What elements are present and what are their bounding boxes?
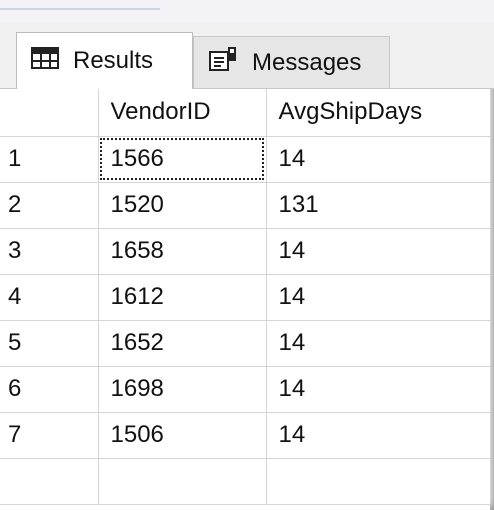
cell-avgshipdays[interactable]: 14	[266, 228, 490, 275]
results-grid[interactable]: VendorID AvgShipDays 1 1566 14 2 1520 13…	[0, 89, 490, 510]
table-row: 5 1652 14	[0, 320, 490, 367]
cell-vendorid[interactable]: 1506	[98, 412, 267, 459]
row-number[interactable]	[0, 458, 99, 505]
table-row: 7 1506 14	[0, 412, 490, 459]
cell-vendorid[interactable]: 1612	[98, 274, 267, 321]
cell-avgshipdays[interactable]: 14	[266, 320, 490, 367]
table-row: 6 1698 14	[0, 366, 490, 413]
cell-avgshipdays[interactable]: 14	[266, 136, 490, 183]
row-number[interactable]: 7	[0, 412, 99, 459]
cell-avgshipdays[interactable]: 14	[266, 274, 490, 321]
row-number-header[interactable]	[0, 89, 99, 137]
row-number[interactable]: 3	[0, 228, 99, 275]
row-number[interactable]: 5	[0, 320, 99, 367]
column-header-vendorid[interactable]: VendorID	[98, 89, 267, 137]
result-tabbar: Results Messages	[0, 22, 494, 89]
results-table: VendorID AvgShipDays 1 1566 14 2 1520 13…	[0, 89, 490, 505]
table-row: 2 1520 131	[0, 182, 490, 229]
cell-vendorid[interactable]: 1652	[98, 320, 267, 367]
table-row: 1 1566 14	[0, 136, 490, 183]
cell-avgshipdays[interactable]: 14	[266, 366, 490, 413]
tab-results[interactable]: Results	[16, 32, 193, 89]
tab-messages-label: Messages	[252, 48, 362, 76]
row-number[interactable]: 1	[0, 136, 99, 183]
editor-bottom-strip	[0, 0, 494, 22]
header-row: VendorID AvgShipDays	[0, 89, 490, 137]
cell-avgshipdays[interactable]	[266, 458, 490, 505]
table-row: 4 1612 14	[0, 274, 490, 321]
row-number[interactable]: 6	[0, 366, 99, 413]
messages-icon	[208, 46, 238, 79]
row-number[interactable]: 4	[0, 274, 99, 321]
cell-avgshipdays[interactable]: 14	[266, 412, 490, 459]
cell-vendorid[interactable]: 1658	[98, 228, 267, 275]
tab-results-label: Results	[73, 47, 154, 74]
cell-avgshipdays[interactable]: 131	[266, 182, 490, 229]
row-number[interactable]: 2	[0, 182, 99, 229]
cell-vendorid[interactable]: 1520	[98, 182, 267, 229]
cell-vendorid[interactable]: 1566	[98, 136, 267, 183]
column-header-avgshipdays[interactable]: AvgShipDays	[266, 89, 490, 137]
cell-vendorid[interactable]	[98, 458, 267, 505]
table-row: 3 1658 14	[0, 228, 490, 275]
splitter-line[interactable]	[0, 8, 160, 10]
cell-vendorid[interactable]: 1698	[98, 366, 267, 413]
table-row-partial	[0, 458, 490, 505]
grid-table-icon	[31, 46, 59, 76]
tab-messages[interactable]: Messages	[193, 36, 390, 88]
